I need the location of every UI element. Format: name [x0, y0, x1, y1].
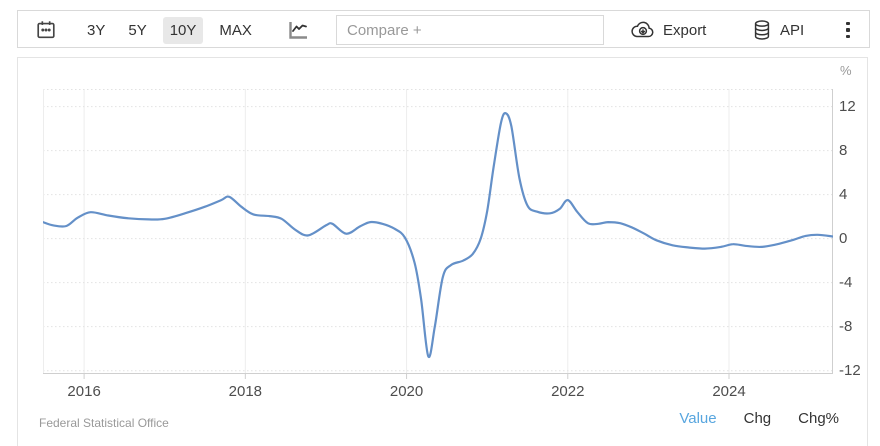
range-button-5y[interactable]: 5Y [121, 17, 153, 44]
kebab-menu-icon [846, 21, 850, 26]
x-tick-label: 2024 [712, 383, 746, 400]
calendar-icon [37, 21, 55, 39]
export-button[interactable]: Export [630, 16, 706, 44]
x-tick-label: 2016 [67, 383, 101, 400]
chart-toolbar: 3Y 5Y 10Y MAX Export API [17, 10, 870, 48]
chart-card: % 12 8 4 0 -4 -8 -12 2016 2018 2020 2022 2024 Fede… [17, 57, 868, 446]
y-tick-label: -4 [839, 273, 853, 291]
cloud-download-icon [631, 21, 654, 38]
value-mode-switcher: Value Chg Chg% [679, 410, 839, 427]
footer-link-chg[interactable]: Chg [743, 410, 772, 427]
footer-link-value[interactable]: Value [679, 410, 717, 427]
compare-input[interactable] [336, 15, 604, 45]
date-range-calendar-button[interactable] [32, 16, 60, 44]
export-label: Export [663, 21, 707, 39]
line-chart-icon [289, 22, 307, 39]
y-tick-label: 0 [839, 229, 848, 247]
chart-type-button[interactable] [283, 16, 313, 44]
y-axis-unit-label: % [840, 63, 852, 78]
range-button-10y[interactable]: 10Y [162, 16, 204, 44]
more-options-button[interactable] [836, 16, 860, 44]
range-button-max[interactable]: MAX [212, 17, 259, 44]
y-tick-label: 8 [839, 141, 848, 159]
x-tick-label: 2022 [551, 383, 585, 400]
y-tick-label: 12 [839, 97, 856, 115]
range-selector: 3Y 5Y 10Y MAX [80, 16, 259, 44]
source-attribution: Federal Statistical Office [39, 416, 169, 430]
database-icon [754, 20, 770, 40]
api-button[interactable]: API [751, 16, 804, 44]
x-tick-label: 2018 [228, 383, 263, 400]
data-series-line [43, 112, 833, 359]
range-button-3y[interactable]: 3Y [80, 17, 112, 44]
x-tick-label: 2020 [389, 383, 424, 400]
footer-link-chgpct[interactable]: Chg% [798, 410, 839, 427]
y-tick-label: -8 [839, 317, 853, 335]
y-tick-label: 4 [839, 185, 848, 203]
api-label: API [780, 21, 805, 39]
y-tick-label: -12 [839, 361, 861, 379]
chart-plot[interactable] [43, 89, 833, 380]
